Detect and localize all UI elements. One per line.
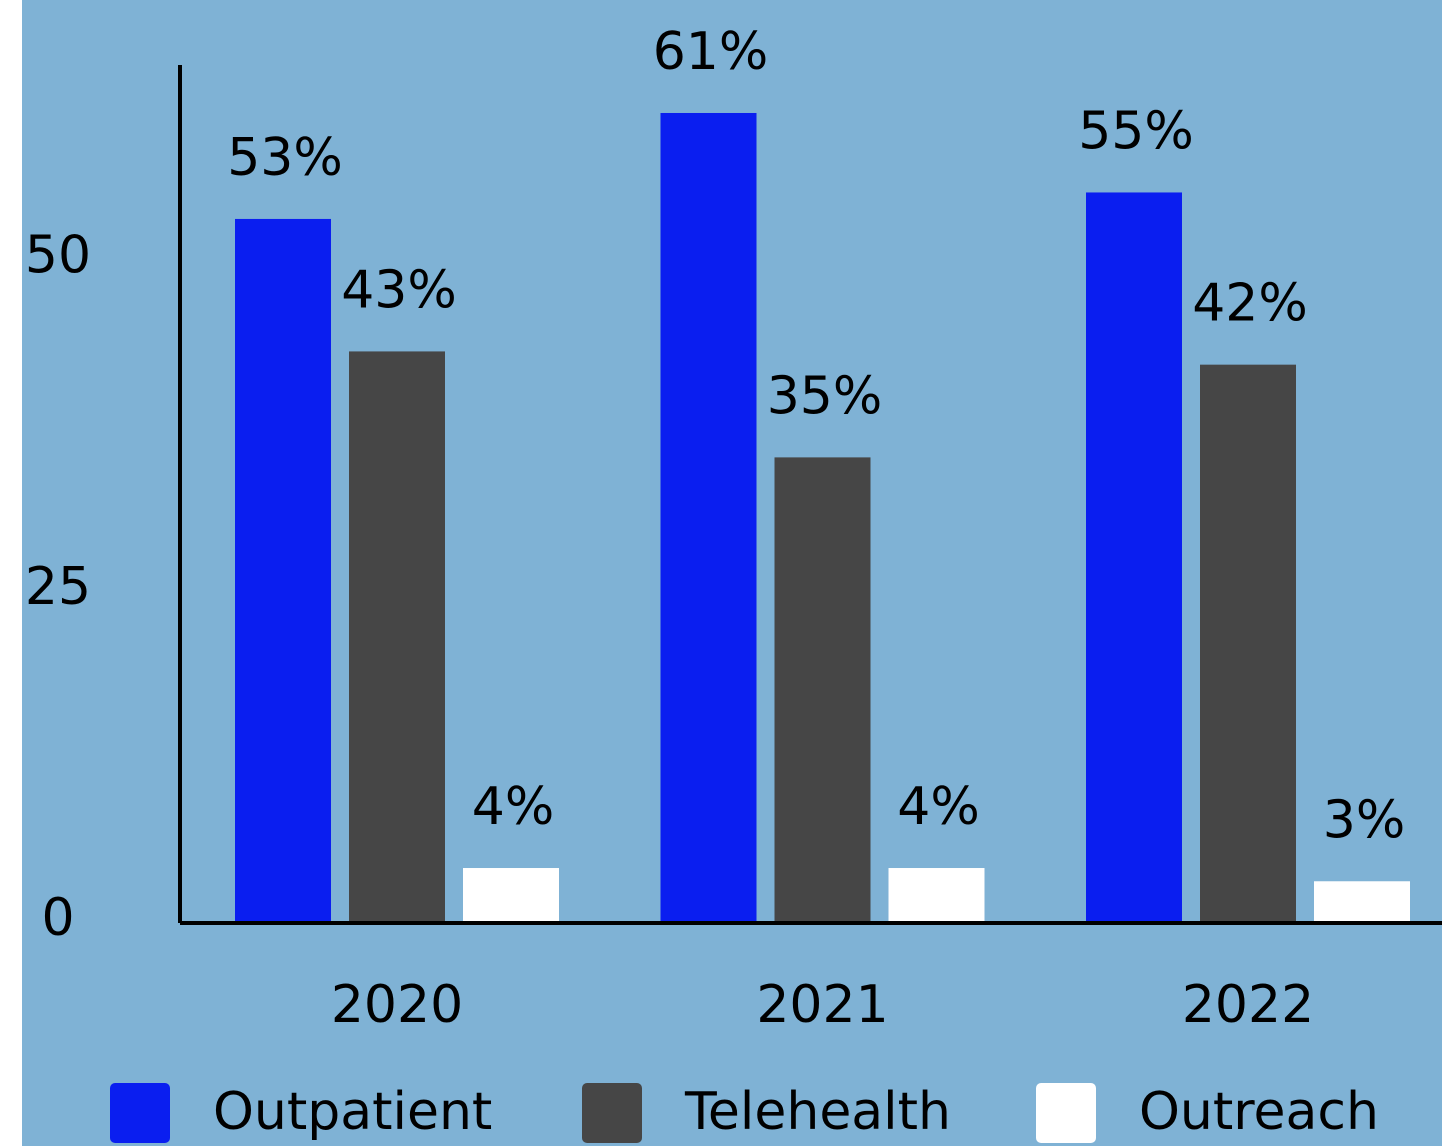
value-label: 55% (1078, 101, 1194, 161)
value-label: 4% (472, 777, 555, 837)
value-label: 35% (767, 366, 883, 426)
value-label: 61% (653, 22, 769, 82)
value-label: 3% (1323, 790, 1406, 850)
bar (888, 868, 985, 921)
bar (1200, 364, 1296, 922)
legend-swatch (582, 1083, 642, 1143)
x-tick-label: 2021 (756, 975, 888, 1035)
y-tick-label: 25 (25, 557, 91, 617)
value-label: 43% (341, 260, 457, 320)
legend-label: Outreach (1139, 1082, 1379, 1142)
bar (463, 868, 559, 921)
bar (1314, 881, 1410, 921)
value-label: 42% (1192, 274, 1308, 334)
legend-swatch (1036, 1083, 1096, 1143)
legend-label: Telehealth (684, 1082, 951, 1142)
legend-swatch (110, 1083, 170, 1143)
y-tick-label: 0 (41, 888, 74, 948)
x-tick-label: 2022 (1182, 975, 1314, 1035)
bar (1086, 192, 1182, 921)
bar (660, 112, 757, 921)
bar (235, 218, 331, 921)
legend-label: Outpatient (213, 1082, 492, 1142)
bar (774, 457, 871, 921)
bar (349, 351, 445, 921)
value-label: 4% (897, 777, 980, 837)
x-tick-label: 2020 (331, 975, 463, 1035)
y-tick-label: 50 (25, 226, 91, 286)
value-label: 53% (227, 128, 343, 188)
